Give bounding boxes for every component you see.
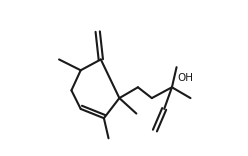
Text: OH: OH [177,73,193,83]
